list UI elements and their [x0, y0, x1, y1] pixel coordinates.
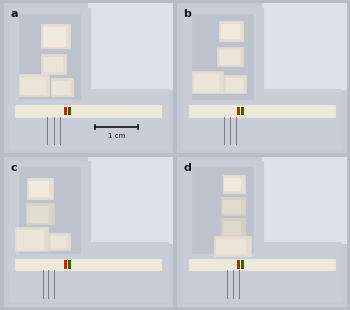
Bar	[43, 27, 66, 47]
Bar	[26, 203, 55, 224]
Bar	[68, 107, 71, 115]
Bar	[241, 260, 244, 268]
Bar	[64, 107, 67, 115]
Bar	[182, 242, 341, 302]
Bar	[27, 206, 49, 223]
Bar	[9, 242, 168, 302]
Bar	[192, 71, 223, 93]
Bar	[88, 3, 173, 90]
Bar	[53, 81, 70, 95]
Bar	[221, 24, 239, 39]
Bar	[20, 77, 46, 95]
Bar	[219, 50, 239, 65]
Bar	[29, 181, 49, 197]
Bar	[51, 78, 73, 96]
Bar	[221, 218, 245, 236]
Text: 1 cm: 1 cm	[108, 133, 125, 139]
Bar	[182, 8, 263, 149]
Bar	[41, 54, 66, 74]
Bar	[17, 230, 44, 250]
Bar	[51, 236, 66, 248]
Bar	[237, 260, 240, 268]
Bar	[214, 236, 251, 256]
Bar	[19, 74, 49, 96]
Bar	[189, 259, 335, 270]
Text: a: a	[10, 9, 18, 19]
Bar	[262, 157, 346, 244]
Bar	[221, 197, 245, 215]
Bar	[223, 200, 241, 214]
Text: c: c	[10, 162, 17, 173]
Text: d: d	[183, 162, 191, 173]
Bar	[224, 75, 246, 93]
Bar	[226, 78, 243, 92]
Text: b: b	[183, 9, 191, 19]
Bar	[15, 259, 161, 270]
Bar	[64, 260, 67, 268]
Bar	[223, 175, 245, 193]
Bar	[9, 89, 168, 149]
Bar	[9, 161, 90, 302]
Bar	[192, 167, 253, 253]
Bar	[19, 167, 80, 253]
Bar	[182, 161, 263, 302]
Bar	[194, 74, 219, 92]
Bar	[192, 14, 253, 99]
Bar	[241, 107, 244, 115]
Bar	[15, 227, 48, 251]
Bar	[15, 105, 161, 117]
Bar	[219, 21, 243, 41]
Bar	[9, 8, 90, 149]
Bar	[223, 221, 241, 235]
Bar	[49, 233, 70, 250]
Bar	[217, 47, 243, 66]
Bar	[189, 105, 335, 117]
Bar	[88, 157, 173, 244]
Bar	[224, 178, 241, 191]
Bar	[182, 89, 341, 149]
Bar	[27, 178, 53, 199]
Bar	[43, 57, 63, 72]
Bar	[216, 239, 246, 254]
Bar	[19, 14, 80, 99]
Bar	[41, 24, 70, 48]
Bar	[262, 3, 346, 90]
Bar	[237, 107, 240, 115]
Bar	[68, 260, 71, 268]
